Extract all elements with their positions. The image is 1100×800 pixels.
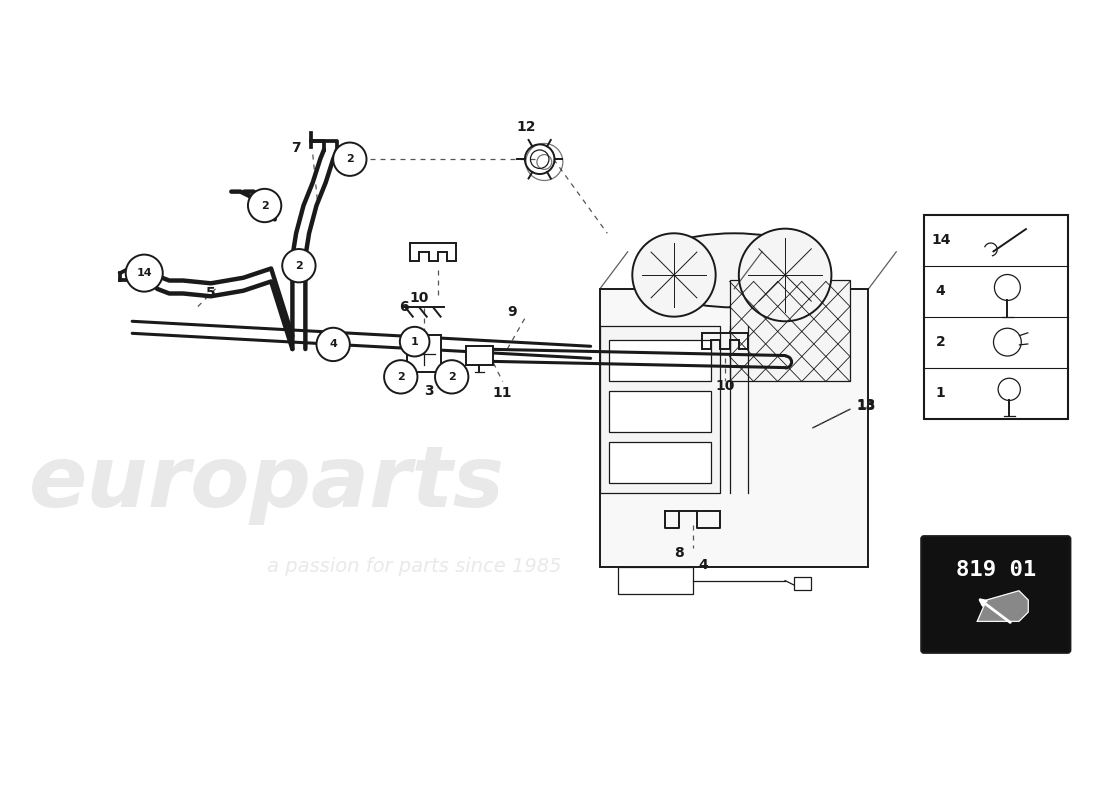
Circle shape <box>248 189 282 222</box>
FancyBboxPatch shape <box>922 536 1070 653</box>
Ellipse shape <box>641 234 827 307</box>
Circle shape <box>399 327 429 357</box>
Polygon shape <box>977 590 1028 622</box>
Text: 2: 2 <box>346 154 354 164</box>
Text: 5: 5 <box>206 286 216 301</box>
Bar <box>729 280 850 382</box>
Bar <box>794 577 811 590</box>
Circle shape <box>125 254 163 292</box>
Text: 2: 2 <box>397 372 405 382</box>
Text: 6: 6 <box>398 300 408 314</box>
Text: 1: 1 <box>410 337 418 346</box>
Circle shape <box>739 229 832 322</box>
Bar <box>609 442 711 483</box>
Text: 10: 10 <box>715 379 735 393</box>
Text: 9: 9 <box>507 305 517 319</box>
Text: europarts: europarts <box>29 442 505 525</box>
Text: 2: 2 <box>295 261 302 270</box>
Bar <box>600 326 720 493</box>
Text: 14: 14 <box>931 234 950 247</box>
Text: 3: 3 <box>424 384 433 398</box>
Text: 819 01: 819 01 <box>956 560 1036 580</box>
Text: 4: 4 <box>698 558 708 572</box>
Text: 2: 2 <box>936 335 946 349</box>
Circle shape <box>632 234 716 317</box>
Text: 7: 7 <box>292 141 301 155</box>
Bar <box>600 289 869 566</box>
Text: 8: 8 <box>673 546 683 560</box>
Polygon shape <box>407 335 441 372</box>
Circle shape <box>333 142 366 176</box>
Text: 10: 10 <box>409 291 429 305</box>
Text: 11: 11 <box>493 386 513 399</box>
Bar <box>618 566 693 594</box>
Text: 2: 2 <box>448 372 455 382</box>
Circle shape <box>434 360 469 394</box>
Text: a passion for parts since 1985: a passion for parts since 1985 <box>267 558 562 576</box>
Text: 1: 1 <box>936 386 946 400</box>
Text: 13: 13 <box>856 398 876 412</box>
Text: 4: 4 <box>329 339 337 350</box>
Text: 2: 2 <box>261 201 268 210</box>
Bar <box>924 214 1068 418</box>
Circle shape <box>317 328 350 361</box>
Text: 4: 4 <box>936 284 946 298</box>
Text: 13: 13 <box>857 399 877 414</box>
Text: 14: 14 <box>136 268 152 278</box>
Text: 12: 12 <box>516 120 536 134</box>
Circle shape <box>384 360 417 394</box>
Bar <box>609 340 711 382</box>
Bar <box>609 390 711 433</box>
Circle shape <box>283 249 316 282</box>
Bar <box>465 346 494 365</box>
